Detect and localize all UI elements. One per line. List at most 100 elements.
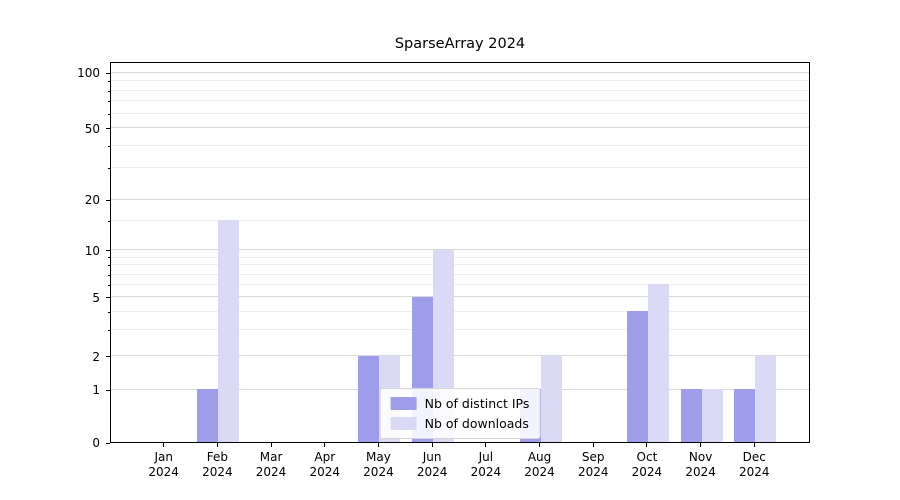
legend-swatch-downloads [390,417,417,430]
x-tick-mark [700,443,702,447]
x-tick-year: 2024 [363,465,394,479]
x-tick-year: 2024 [685,465,716,479]
minor-gridline [111,100,809,102]
minor-gridline [111,144,809,146]
legend-label-distinct-ips: Nb of distinct IPs [424,396,530,411]
x-tick-label-jul: Jul 2024 [456,450,516,480]
minor-gridline [111,89,809,91]
y-tick-label: 0 [92,436,100,450]
y-tick-label: 5 [92,290,100,305]
x-tick-mark [431,443,433,447]
y-tick-mark [106,199,110,201]
x-tick-mark [324,443,326,447]
minor-gridline [111,256,809,258]
bar-downloads-oct [647,284,669,442]
x-tick-month: Aug [527,450,552,464]
minor-gridline [111,219,809,221]
x-tick-mark [270,443,272,447]
x-tick-mark [377,443,379,447]
y-tick-mark [106,442,110,444]
y-tick-label: 100 [77,66,100,81]
y-tick-label: 1 [92,383,100,398]
y-minor-tick-mark [108,113,110,115]
minor-gridline [111,80,809,82]
y-tick-label: 10 [84,243,100,258]
x-tick-year: 2024 [416,465,448,479]
major-gridline [111,355,809,357]
minor-gridline [111,112,809,114]
x-tick-month: Oct [636,450,658,464]
x-tick-month: Sep [581,450,605,464]
bar-distinct-ips-nov [680,389,702,442]
bar-downloads-dec [755,355,777,442]
bar-distinct-ips-dec [734,389,756,442]
x-tick-month: Mar [259,450,283,464]
y-tick-mark [106,389,110,391]
x-tick-month: Jun [422,450,442,464]
legend: Nb of distinct IPs Nb of downloads [379,388,541,439]
minor-gridline [111,310,809,312]
y-minor-tick-mark [108,265,110,267]
major-gridline [111,249,809,251]
x-tick-mark [485,443,487,447]
bar-distinct-ips-may [358,355,380,442]
y-tick-mark [106,356,110,358]
x-tick-label-mar: Mar 2024 [241,450,301,480]
x-tick-label-nov: Nov 2024 [671,450,731,480]
x-tick-mark [753,443,755,447]
x-tick-year: 2024 [739,465,770,479]
y-minor-tick-mark [108,284,110,286]
legend-label-downloads: Nb of downloads [424,416,529,431]
y-minor-tick-mark [108,81,110,83]
y-minor-tick-mark [108,330,110,332]
bar-downloads-feb [218,220,240,442]
x-tick-year: 2024 [309,465,341,479]
major-gridline [111,71,809,73]
x-tick-year: 2024 [524,465,555,479]
legend-item-downloads: Nb of downloads [390,416,530,431]
x-tick-month: Dec [742,450,766,464]
x-axis: Jan 2024 Feb 2024 Mar 2024 Apr 2024 May 2024 Jun 20… [110,443,810,493]
x-tick-month: Jul [478,450,494,464]
x-tick-month: Nov [688,450,713,464]
y-tick-label: 2 [92,349,100,364]
y-tick-mark [106,250,110,252]
x-tick-year: 2024 [255,465,287,479]
minor-gridline [111,264,809,266]
x-tick-year: 2024 [148,465,179,479]
chart-title: SparseArray 2024 [394,36,526,52]
minor-gridline [111,273,809,275]
y-axis: 0 1 2 5 10 20 50 100 [0,62,110,450]
minor-gridline [111,167,809,169]
major-gridline [111,296,809,298]
bar-downloads-nov [701,389,723,442]
bar-distinct-ips-oct [626,311,648,442]
x-tick-year: 2024 [202,465,233,479]
x-tick-mark [216,443,218,447]
y-minor-tick-mark [108,274,110,276]
legend-swatch-distinct-ips [390,397,417,410]
y-minor-tick-mark [108,90,110,92]
y-minor-tick-mark [108,311,110,313]
legend-item-distinct-ips: Nb of distinct IPs [390,396,530,411]
y-tick-label: 50 [84,121,100,136]
x-tick-label-jun: Jun 2024 [402,450,462,480]
y-tick-mark [106,128,110,130]
x-tick-month: May [366,450,391,464]
major-gridline [111,127,809,129]
bar-distinct-ips-feb [197,389,219,442]
y-minor-tick-mark [108,145,110,147]
y-minor-tick-mark [108,101,110,103]
y-minor-tick-mark [108,220,110,222]
x-tick-label-feb: Feb 2024 [187,450,247,480]
y-tick-label: 20 [84,193,100,208]
x-tick-year: 2024 [631,465,663,479]
y-minor-tick-mark [108,257,110,259]
major-gridline [111,198,809,200]
x-tick-label-aug: Aug 2024 [510,450,570,480]
bar-downloads-aug [540,355,562,442]
x-tick-month: Feb [206,450,228,464]
plot-area: Nb of distinct IPs Nb of downloads [110,62,810,443]
y-minor-tick-mark [108,168,110,170]
x-tick-month: Jan [154,450,173,464]
